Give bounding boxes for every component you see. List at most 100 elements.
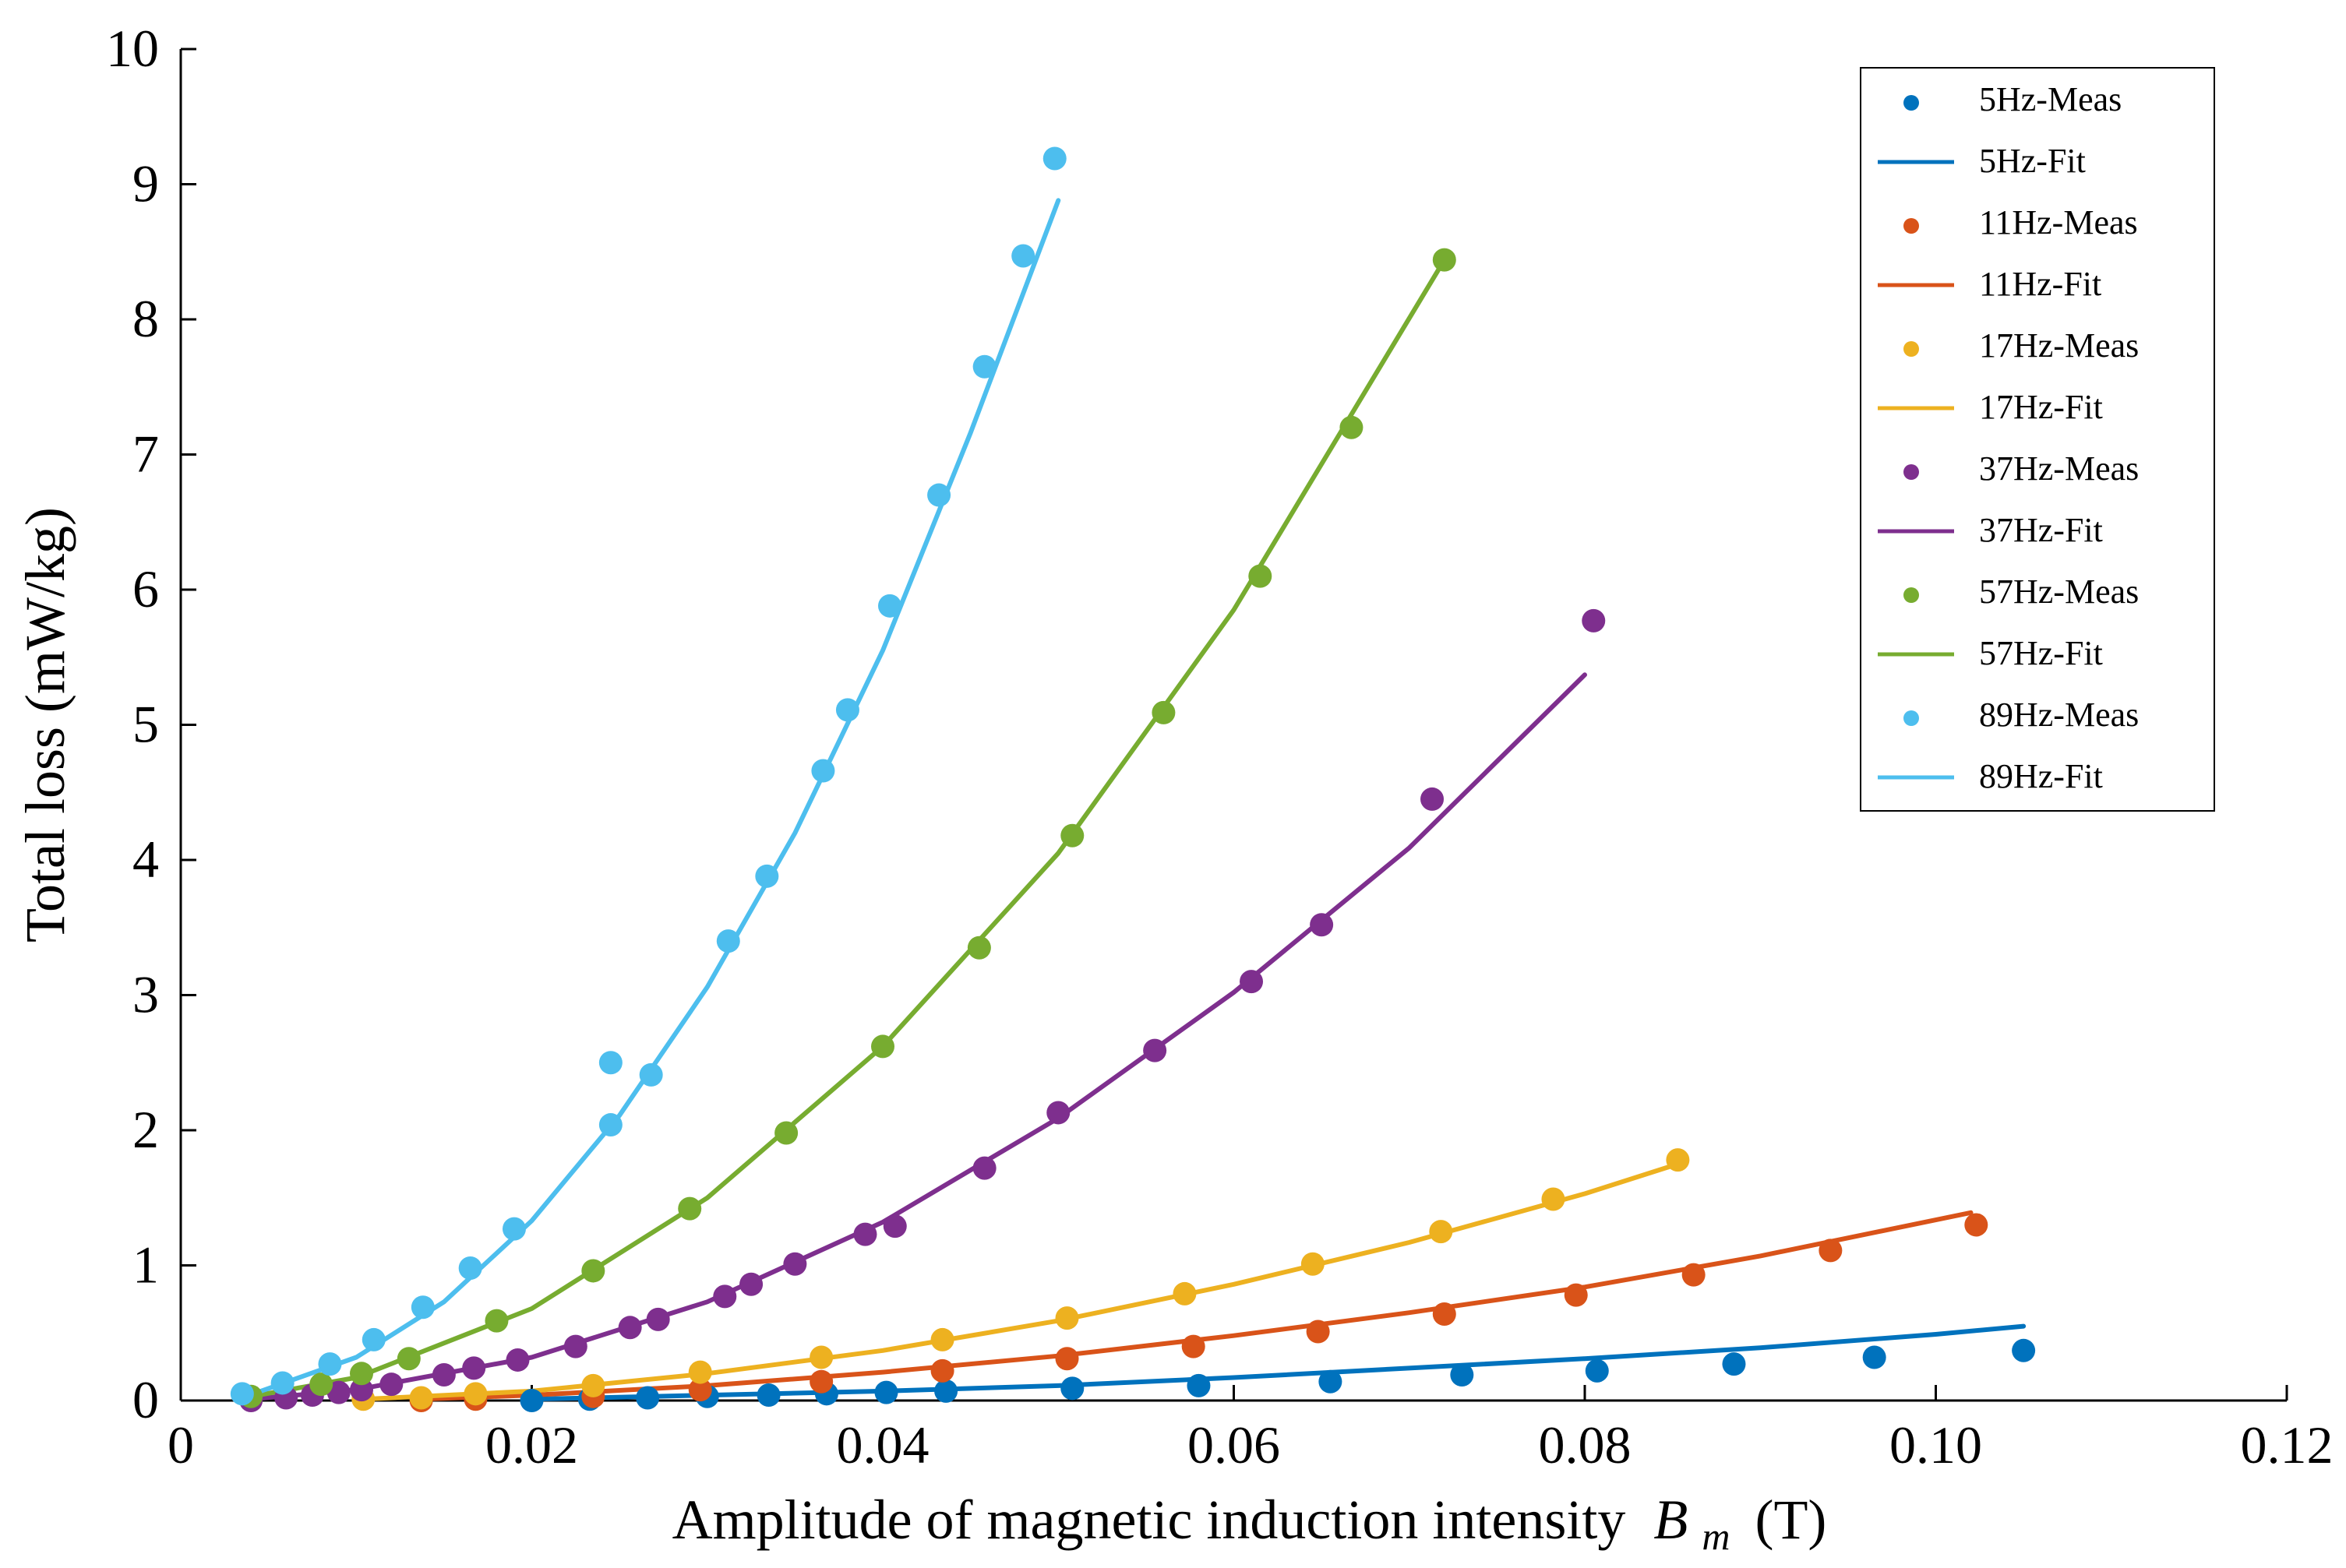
legend-box — [1860, 67, 2215, 812]
x-tick-label: 0.06 — [1187, 1415, 1280, 1475]
legend-marker-11Hz-meas — [1903, 218, 1919, 234]
legend-label-57Hz-fit: 57Hz-Fit — [1979, 634, 2103, 672]
measured-points — [230, 146, 2036, 1412]
data-point-57Hz — [678, 1196, 702, 1221]
fit-line-37Hz — [249, 672, 1587, 1402]
x-axis-title-variable: B — [1653, 1489, 1688, 1551]
data-point-89Hz — [972, 354, 997, 379]
data-point-37Hz — [1310, 913, 1334, 937]
data-point-89Hz — [755, 864, 779, 888]
data-point-89Hz — [411, 1295, 435, 1320]
legend-marker-89Hz-meas — [1903, 710, 1919, 726]
data-point-37Hz — [713, 1284, 737, 1309]
data-point-17Hz — [1541, 1187, 1565, 1211]
x-tick-label: 0 — [168, 1415, 194, 1475]
legend-label-89Hz-meas: 89Hz-Meas — [1979, 696, 2139, 734]
data-point-89Hz — [458, 1256, 482, 1280]
y-tick-label: 9 — [132, 154, 159, 213]
legend-label-5Hz-meas: 5Hz-Meas — [1979, 80, 2122, 118]
data-point-89Hz — [598, 1051, 623, 1075]
legend-label-37Hz-fit: 37Hz-Fit — [1979, 511, 2103, 549]
data-point-57Hz — [967, 936, 991, 960]
data-point-37Hz — [432, 1363, 456, 1387]
data-point-17Hz — [464, 1382, 488, 1406]
data-point-37Hz — [618, 1316, 642, 1340]
data-point-11Hz — [1964, 1213, 1988, 1237]
x-tick-label: 0.12 — [2241, 1415, 2334, 1475]
data-point-89Hz — [716, 929, 740, 953]
data-point-57Hz — [1248, 564, 1272, 588]
y-tick-label: 3 — [132, 965, 159, 1024]
legend-label-17Hz-meas: 17Hz-Meas — [1979, 326, 2139, 365]
data-point-57Hz — [397, 1347, 421, 1371]
data-point-37Hz — [1240, 970, 1264, 994]
data-point-89Hz — [927, 483, 951, 507]
data-point-37Hz — [462, 1356, 486, 1380]
data-point-57Hz — [1339, 415, 1364, 439]
legend-label-57Hz-meas: 57Hz-Meas — [1979, 573, 2139, 611]
data-point-11Hz — [1681, 1263, 1706, 1287]
data-point-57Hz — [1060, 823, 1085, 847]
legend-marker-37Hz-meas — [1903, 464, 1919, 480]
data-point-11Hz — [1055, 1347, 1079, 1371]
data-point-17Hz — [1055, 1306, 1079, 1330]
data-point-37Hz — [506, 1348, 530, 1372]
data-point-5Hz — [1722, 1352, 1746, 1376]
data-point-5Hz — [1585, 1358, 1609, 1383]
fit-line-11Hz — [418, 1210, 1974, 1402]
legend-items: 5Hz-Meas 5Hz-Fit 11Hz-Meas 11Hz-Fit 17Hz-Mea… — [1878, 80, 2139, 795]
fit-lines — [239, 198, 2027, 1402]
data-point-37Hz — [783, 1252, 807, 1276]
data-point-89Hz — [362, 1327, 386, 1351]
y-tick-label: 1 — [132, 1235, 159, 1295]
data-point-89Hz — [270, 1371, 295, 1395]
legend-label-37Hz-meas: 37Hz-Meas — [1979, 449, 2139, 488]
data-point-17Hz — [1173, 1281, 1197, 1305]
data-point-57Hz — [581, 1259, 605, 1283]
data-point-57Hz — [1432, 248, 1456, 272]
y-tick-label: 10 — [106, 19, 159, 78]
data-point-89Hz — [639, 1062, 663, 1087]
y-tick-label: 6 — [132, 559, 159, 618]
data-point-57Hz — [774, 1121, 799, 1145]
y-tick-label: 4 — [132, 830, 159, 889]
fit-line-57Hz — [249, 257, 1447, 1399]
data-point-11Hz — [810, 1369, 834, 1394]
data-point-37Hz — [379, 1372, 404, 1397]
fit-line-89Hz — [239, 198, 1061, 1401]
data-point-89Hz — [1042, 146, 1067, 171]
data-point-57Hz — [350, 1362, 374, 1386]
data-point-17Hz — [810, 1345, 834, 1369]
data-point-5Hz — [1862, 1345, 1886, 1369]
x-axis-title-prefix: Amplitude of magnetic induction intensit… — [672, 1489, 1626, 1551]
data-point-89Hz — [835, 698, 859, 722]
data-point-37Hz — [853, 1222, 877, 1246]
y-ticks: 0 1 2 3 4 5 6 7 8 9 10 — [106, 19, 196, 1429]
data-point-37Hz — [1143, 1038, 1167, 1062]
data-point-57Hz — [309, 1372, 333, 1397]
legend-label-89Hz-fit: 89Hz-Fit — [1979, 757, 2103, 795]
data-point-37Hz — [563, 1334, 587, 1358]
data-point-37Hz — [739, 1272, 764, 1296]
data-point-57Hz — [485, 1309, 509, 1333]
data-point-5Hz — [874, 1380, 898, 1404]
data-point-37Hz — [1582, 608, 1606, 632]
data-point-89Hz — [878, 594, 902, 618]
data-point-17Hz — [409, 1386, 433, 1410]
y-axis-title: Total loss (mW/kg) — [14, 507, 76, 943]
data-point-5Hz — [636, 1386, 660, 1410]
data-point-37Hz — [646, 1307, 670, 1331]
legend: 5Hz-Meas 5Hz-Fit 11Hz-Meas 11Hz-Fit 17Hz-Mea… — [1860, 67, 2215, 812]
legend-label-11Hz-fit: 11Hz-Fit — [1979, 265, 2101, 303]
legend-label-5Hz-fit: 5Hz-Fit — [1979, 142, 2086, 180]
data-point-37Hz — [326, 1380, 351, 1404]
data-point-57Hz — [1152, 700, 1176, 724]
x-axis-title: Amplitude of magnetic induction intensit… — [672, 1489, 1827, 1562]
data-point-57Hz — [871, 1034, 894, 1059]
legend-marker-57Hz-meas — [1903, 587, 1919, 603]
data-point-89Hz — [598, 1113, 623, 1137]
data-point-5Hz — [2012, 1338, 2036, 1362]
y-tick-label: 2 — [132, 1100, 159, 1159]
data-point-11Hz — [1306, 1320, 1330, 1344]
